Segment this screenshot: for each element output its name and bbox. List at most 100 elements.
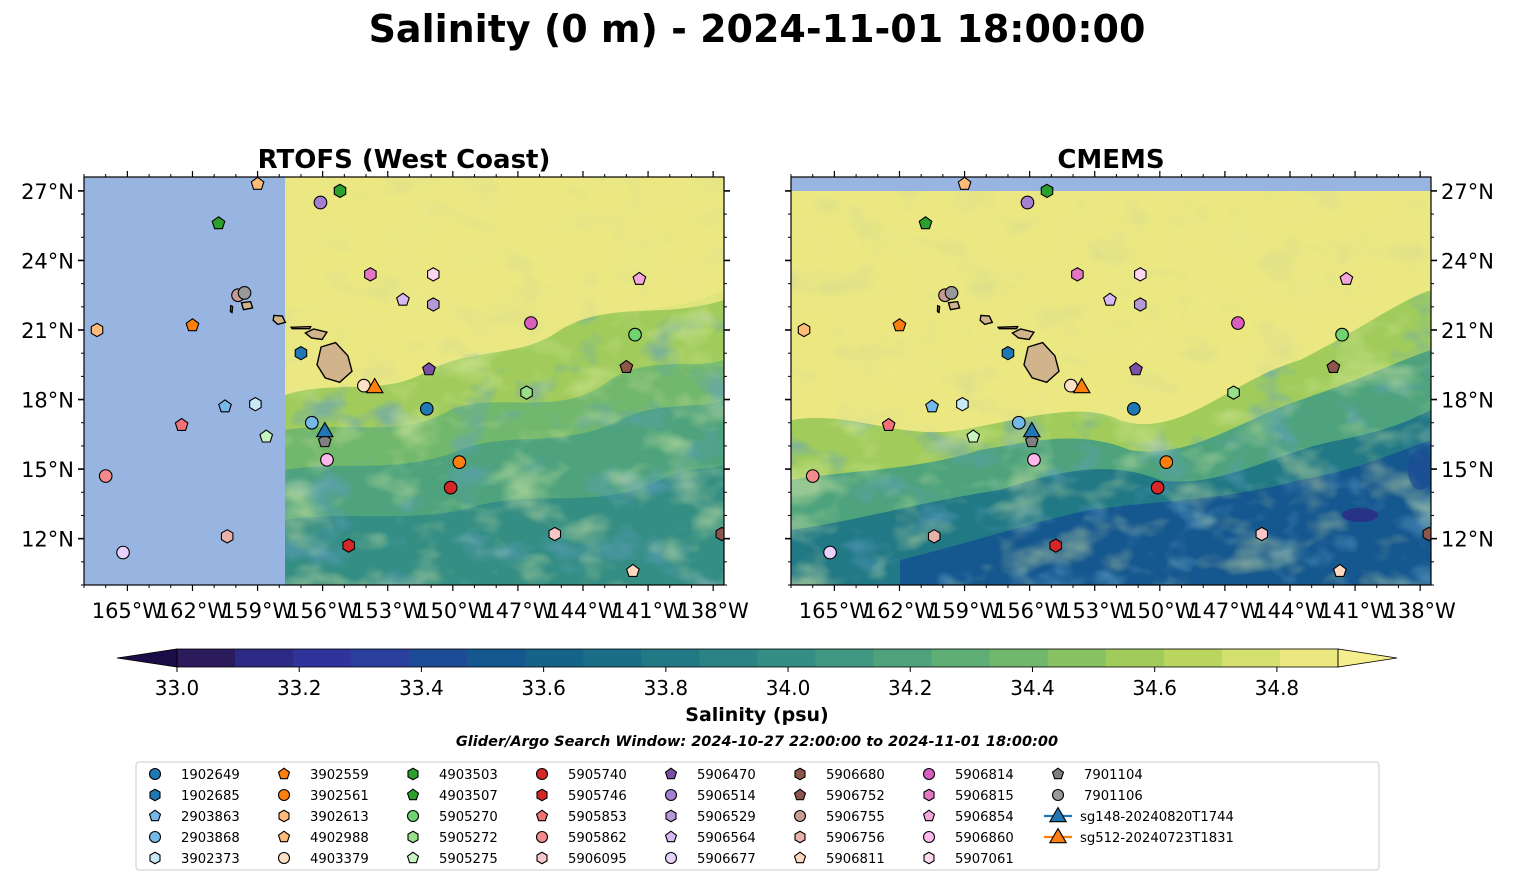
rtofs-island-oahu xyxy=(272,314,287,326)
cmems-platform-sg512-20240723T1831 xyxy=(1072,377,1091,394)
legend-label-4902988: 4902988 xyxy=(310,831,369,846)
rtofs-xtick-label: 150°W xyxy=(417,599,489,623)
rtofs-xtick-label: 165°W xyxy=(92,599,164,623)
legend: 1902649 1902685 2903863 2903868 3902373 39025… xyxy=(135,761,1380,871)
legend-marker-5905746 xyxy=(536,788,548,802)
cmems-ytick-label: 21°N xyxy=(1441,319,1494,343)
colorbar-extend-low xyxy=(116,648,178,668)
cmems-platform-sg148-20240820T1744 xyxy=(1022,421,1041,438)
cmems-panel: CMEMS 165°W162°W159°W156°W153°W150°W147°… xyxy=(785,145,1494,623)
legend-label-sg148-20240820T1744: sg148-20240820T1744 xyxy=(1080,810,1234,825)
legend-marker-5906755 xyxy=(793,809,807,823)
rtofs-xtick-label: 141°W xyxy=(612,599,684,623)
legend-label-5905862: 5905862 xyxy=(568,831,627,846)
rtofs-platform-5906811 xyxy=(625,563,640,577)
rtofs-platform-3902561 xyxy=(452,455,467,469)
legend-label-5906680: 5906680 xyxy=(826,768,885,783)
legend-label-5906814: 5906814 xyxy=(955,768,1014,783)
cmems-platform-5905862 xyxy=(805,469,820,483)
legend-label-5905272: 5905272 xyxy=(439,831,498,846)
legend-marker-5906752 xyxy=(793,788,807,801)
cmems-panel-title: CMEMS xyxy=(1057,145,1164,175)
colorbar-bin xyxy=(293,649,352,667)
cmems-platform-1902685 xyxy=(1001,345,1015,361)
legend-label-2903868: 2903868 xyxy=(181,831,240,846)
legend-marker-2903868 xyxy=(148,830,162,844)
rtofs-platform-7901106 xyxy=(237,286,252,300)
rtofs-platform-markers xyxy=(90,177,724,577)
rtofs-platform-5906470 xyxy=(422,362,436,376)
rtofs-island-kauai xyxy=(240,300,254,311)
cmems-platform-5906752 xyxy=(1326,359,1341,373)
rtofs-island-maui xyxy=(304,328,329,341)
colorbar-tick-label: 33.2 xyxy=(277,676,322,700)
legend-label-5906815: 5906815 xyxy=(955,789,1014,804)
rtofs-platform-5905272 xyxy=(520,385,533,400)
legend-label-4903379: 4903379 xyxy=(310,852,369,867)
legend-marker-3902373 xyxy=(149,851,161,865)
colorbar-tick-label: 34.2 xyxy=(888,676,933,700)
rtofs-platform-5906514 xyxy=(313,195,328,210)
cmems-ytick-label: 24°N xyxy=(1441,249,1494,273)
cmems-xtick-label: 144°W xyxy=(1254,599,1326,623)
rtofs-xtick-label: 159°W xyxy=(222,599,294,623)
legend-label-5905275: 5905275 xyxy=(439,852,498,867)
rtofs-ytick-label: 21°N xyxy=(21,319,74,343)
rtofs-platform-3902559 xyxy=(185,318,200,332)
cmems-platform-5905275 xyxy=(966,429,981,443)
rtofs-platform-5906095 xyxy=(548,526,562,542)
colorbar-frame xyxy=(176,648,1339,668)
cmems-platform-7901106 xyxy=(944,286,959,300)
rtofs-ytick-label: 24°N xyxy=(21,249,74,273)
legend-marker-5906680 xyxy=(794,767,806,781)
rtofs-platform-3902373 xyxy=(249,396,262,412)
cmems-platform-1902649 xyxy=(1126,401,1141,416)
legend-label-1902685: 1902685 xyxy=(181,789,240,804)
cmems-platform-7901104 xyxy=(1024,433,1039,448)
cmems-island-maui xyxy=(1011,328,1036,341)
rtofs-salinity-field xyxy=(285,177,724,585)
legend-label-5906755: 5906755 xyxy=(826,810,885,825)
rtofs-xtick-label: 156°W xyxy=(287,599,359,623)
cmems-platform-3902373 xyxy=(956,396,969,412)
legend-marker-sg148-20240820T1744 xyxy=(1048,806,1068,823)
rtofs-platform-4903503 xyxy=(333,183,347,199)
rtofs-island-hawaii xyxy=(316,341,353,384)
legend-label-5906529: 5906529 xyxy=(697,810,756,825)
colorbar-label: Salinity (psu) xyxy=(685,704,828,726)
rtofs-platform-5906564 xyxy=(395,292,410,306)
legend-marker-5906095 xyxy=(536,851,548,865)
colorbar-bin xyxy=(1279,649,1339,667)
cmems-platform-3902559 xyxy=(892,318,907,332)
legend-items: 1902649 1902685 2903863 2903868 3902373 39025… xyxy=(148,767,1234,867)
rtofs-platform-5905862 xyxy=(98,469,113,483)
cmems-xtick-label: 141°W xyxy=(1319,599,1391,623)
legend-marker-4903507 xyxy=(406,788,420,801)
legend-marker-4903503 xyxy=(407,767,419,781)
cmems-platform-5906564 xyxy=(1102,292,1117,306)
legend-label-7901104: 7901104 xyxy=(1084,768,1143,783)
cmems-platform-5905270 xyxy=(1335,327,1349,342)
rtofs-platform-7901104 xyxy=(317,433,332,448)
colorbar-bin xyxy=(583,649,642,667)
legend-label-3902559: 3902559 xyxy=(310,768,369,783)
colorbar-bin xyxy=(1105,649,1165,667)
colorbar-tick-label: 34.8 xyxy=(1255,676,1300,700)
rtofs-xtick-label: 147°W xyxy=(482,599,554,623)
rtofs-platform-5906680 xyxy=(715,526,724,542)
cmems-platform-2903863 xyxy=(925,399,939,413)
legend-label-5906514: 5906514 xyxy=(697,789,756,804)
colorbar: 33.0 33.2 33.4 33.6 33.8 34.0 34.2 34.4 34.6 34.8 xyxy=(116,648,1398,700)
rtofs-platform-5905275 xyxy=(259,429,274,443)
cmems-xtick-label: 165°W xyxy=(799,599,871,623)
cmems-platform-5906860 xyxy=(1027,452,1041,467)
rtofs-platform-5906677 xyxy=(116,545,130,560)
cmems-platform-5906677 xyxy=(823,545,837,560)
legend-label-4903503: 4903503 xyxy=(439,768,498,783)
cmems-xtick-label: 162°W xyxy=(864,599,936,623)
rtofs-land xyxy=(229,300,353,384)
colorbar-tick-label: 33.4 xyxy=(399,676,444,700)
cmems-xtick-label: 147°W xyxy=(1189,599,1261,623)
legend-marker-5906529 xyxy=(665,809,677,823)
